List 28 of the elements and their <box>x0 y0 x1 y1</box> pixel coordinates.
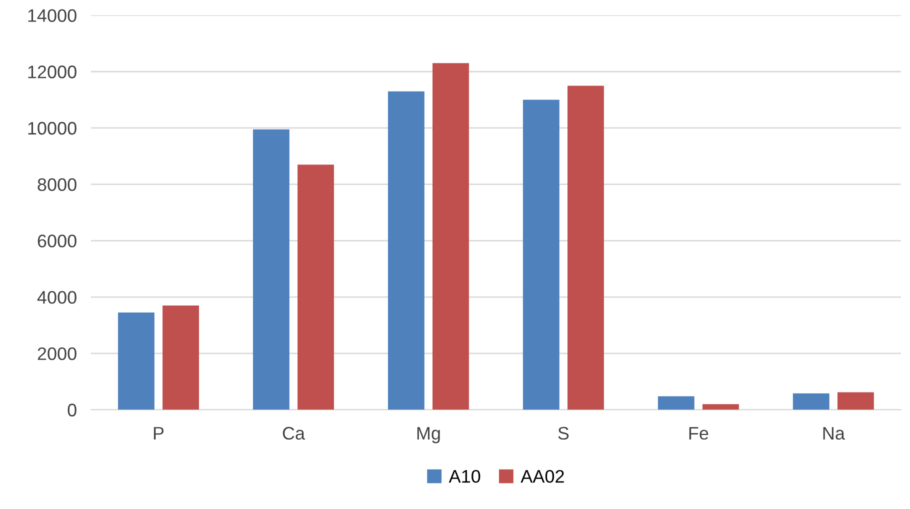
y-tick-label: 6000 <box>38 234 76 248</box>
x-tick-label: Ca <box>282 426 306 440</box>
legend-label: AA02 <box>520 470 564 483</box>
y-tick-label: 10000 <box>28 122 76 135</box>
legend-label: A10 <box>448 470 480 483</box>
bar <box>432 63 469 410</box>
y-tick-label: 0 <box>68 404 76 416</box>
x-tick-label: Mg <box>417 427 440 444</box>
bar <box>567 86 604 410</box>
bar <box>792 393 830 410</box>
bar <box>298 164 334 410</box>
x-tick-label: P <box>154 427 164 440</box>
bar <box>658 396 694 410</box>
y-tick-label: 2000 <box>38 347 76 360</box>
y-tick-label: 12000 <box>28 66 76 78</box>
y-tick-label: 4000 <box>37 290 76 304</box>
bar <box>522 100 560 410</box>
bar <box>702 404 739 410</box>
x-tick-label: Fe <box>689 427 708 440</box>
bar <box>837 392 874 410</box>
y-tick-label: 14000 <box>28 9 76 22</box>
y-tick-label: 8000 <box>38 178 76 192</box>
bar <box>388 91 424 410</box>
bar <box>162 305 199 410</box>
x-tick-label: S <box>558 426 569 440</box>
bar <box>252 129 290 410</box>
bar <box>118 312 154 410</box>
x-tick-label: Na <box>823 427 845 440</box>
